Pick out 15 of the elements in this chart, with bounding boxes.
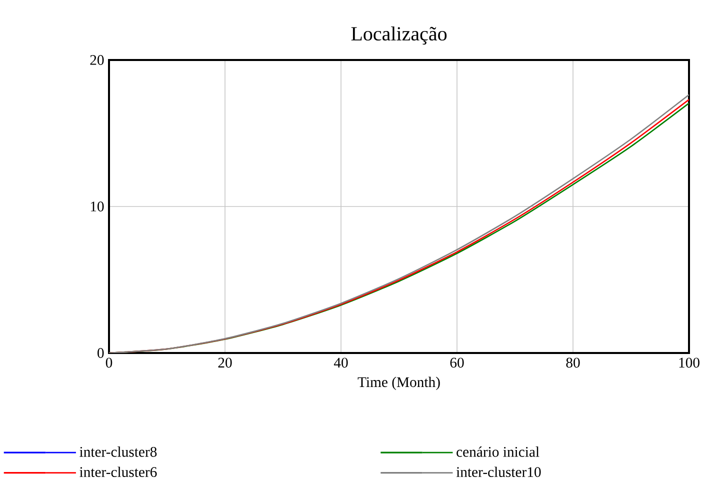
x-axis-title: Time (Month): [358, 376, 440, 390]
x-tick-label: 100: [679, 358, 700, 368]
x-tick-label: 20: [218, 358, 232, 368]
legend-label: inter-cluster10: [456, 466, 541, 478]
y-tick-label: 20: [90, 55, 104, 65]
y-tick-label: 10: [90, 202, 104, 212]
y-tick-label: 0: [98, 348, 104, 358]
x-tick-label: 80: [566, 358, 580, 368]
x-tick-label: 60: [450, 358, 464, 368]
legend-label: inter-cluster6: [80, 466, 157, 478]
legend-label: cenário inicial: [456, 446, 540, 457]
x-tick-label: 40: [334, 358, 348, 368]
legend-label: inter-cluster8: [80, 446, 157, 457]
x-tick-label: 0: [106, 358, 112, 368]
chart-title: Localização: [351, 26, 447, 45]
